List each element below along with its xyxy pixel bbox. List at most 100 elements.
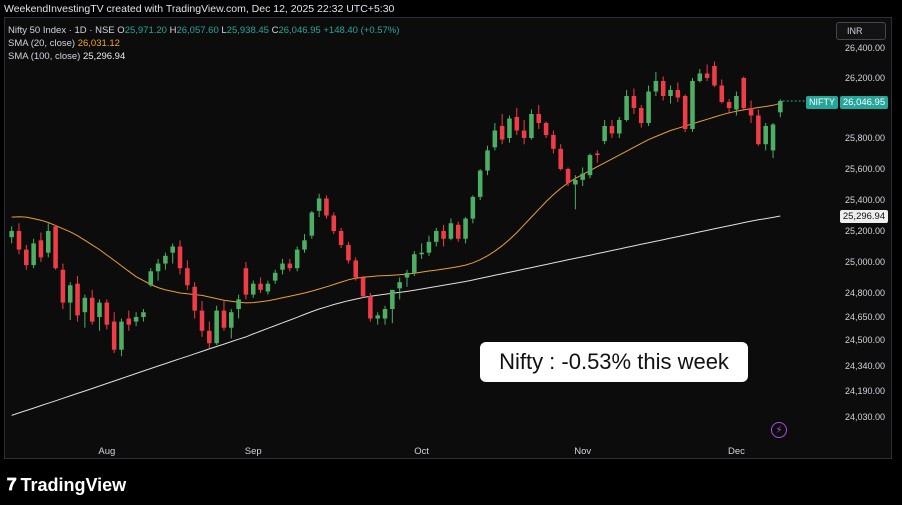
candle-body [375,315,380,319]
candle-body [448,223,454,239]
candle-body [609,126,615,134]
candle-body [521,130,527,138]
candle-body [477,170,483,197]
candle-body [470,196,476,219]
candle-body [31,243,36,266]
candle-body [368,296,373,319]
candle-body [565,169,571,183]
x-tick-label: Aug [98,446,115,457]
sma20-line [11,102,781,304]
legend-l-key: L [221,25,227,36]
candle-body [67,285,73,303]
candle-body [726,102,732,108]
legend-sma20-row[interactable]: SMA (20, close) 26,031.12 [8,37,399,50]
candle-body [119,321,124,350]
candle-body [756,115,761,145]
candle-body [778,100,783,113]
legend-sma100-row[interactable]: SMA (100, close) 25,296.94 [8,50,399,63]
candle-body [646,91,651,123]
candle-body [258,283,263,290]
candle-body [617,120,622,134]
annotation-callout[interactable]: Nifty : -0.53% this week [480,342,748,382]
y-tick-label: 26,200.00 [845,73,885,83]
candle-body [514,117,520,131]
y-tick-label: 25,000.00 [845,257,885,267]
candle-body [331,215,337,231]
legend-symbol-row: Nifty 50 Index · 1D · NSE O25,971.20 H26… [8,24,399,37]
candle-body [499,126,505,140]
legend-o-value: 25,971.20 [124,25,167,36]
candle-body [60,269,66,303]
legend-c-value: 26,046.95 [278,25,321,36]
candle-body [243,268,249,295]
candle-body [602,126,607,142]
candle-body [170,246,175,253]
y-tick-label: 25,400.00 [845,195,885,205]
candle-body [631,96,637,108]
candle-body [463,218,468,239]
y-tick-label: 25,200.00 [845,226,885,236]
legend-sma100-value: 25,296.94 [82,51,126,62]
candle-body [412,254,417,273]
candle-body [177,246,183,269]
candle-body [155,263,161,272]
candle-body [16,231,22,250]
x-tick-label: Oct [414,446,429,457]
candle-body [382,309,388,319]
candle-body [214,310,219,344]
candle-body [485,150,490,171]
legend-h-value: 26,057.60 [176,25,219,36]
candle-body [712,66,717,86]
legend-change: +148.40 (+0.57%) [323,25,400,36]
candle-body [419,252,424,255]
candle-body [507,118,512,138]
legend-symbol: Nifty 50 Index · 1D · NSE [8,25,115,36]
price-label-symbol: NIFTY [806,96,838,109]
candle-body [748,108,754,116]
candle-body [302,240,307,250]
lightning-icon[interactable]: ⚡ [771,422,787,438]
candle-body [24,249,29,266]
price-label-last: 26,046.95 [840,96,888,109]
candle-body [536,114,542,123]
candle-body [45,231,51,253]
y-tick-label: 24,800.00 [845,288,885,298]
candle-body [126,318,132,325]
candle-body [551,135,556,149]
legend-h-key: H [169,25,177,36]
candle-body [192,286,197,311]
candle-body [97,302,102,317]
candle-body [543,123,549,135]
candle-body [704,73,710,78]
candle-body [141,312,146,317]
candle-body [390,289,395,309]
legend-sma100-label: SMA (100, close) [8,51,81,62]
candle-body [492,130,498,148]
candle-body [265,283,271,292]
legend-o-key: O [117,25,125,36]
candle-body [82,297,88,313]
y-tick-label: 24,340.00 [845,361,885,371]
candle-body [690,81,695,129]
candle-body [397,282,402,289]
candle-body [89,297,95,322]
candle-body [595,153,600,156]
candle-body [280,263,285,270]
currency-button[interactable]: INR [836,22,886,40]
brand-name: TradingView [20,474,127,495]
y-tick-label: 24,190.00 [845,386,885,396]
legend-l-value: 25,938.45 [226,25,269,36]
candle-body [682,96,688,129]
brand[interactable]: 𝟕 TradingView [7,474,126,496]
candle-body [53,226,58,269]
candle-body [668,90,673,96]
x-tick-label: Sep [245,446,262,457]
tradingview-logo-icon: 𝟕 [7,475,17,494]
candle-body [455,224,461,239]
header-attribution: WeekendInvestingTV created with TradingV… [4,3,395,15]
candle-body [324,198,329,216]
x-tick-label: Dec [728,446,745,457]
y-tick-label: 25,600.00 [845,164,885,174]
candle-body [426,241,432,253]
